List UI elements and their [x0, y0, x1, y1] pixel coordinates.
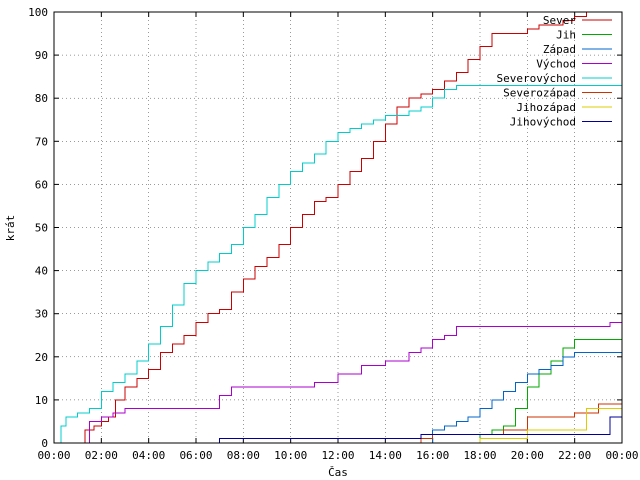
- x-tick-label: 00:00: [37, 449, 70, 462]
- legend-label-jihovychod: Jihovýchod: [510, 116, 576, 129]
- series-line-sever: [77, 12, 592, 443]
- y-tick-label: 60: [35, 178, 48, 191]
- legend-label-zapad: Západ: [543, 43, 576, 56]
- legend-label-jihozapad: Jihozápad: [516, 101, 576, 114]
- y-tick-label: 30: [35, 308, 48, 321]
- y-tick-label: 20: [35, 351, 48, 364]
- y-tick-label: 50: [35, 222, 48, 235]
- x-tick-label: 08:00: [227, 449, 260, 462]
- y-tick-label: 40: [35, 265, 48, 278]
- y-tick-label: 0: [41, 437, 48, 450]
- legend-label-vychod: Východ: [536, 58, 576, 71]
- x-tick-label: 04:00: [132, 449, 165, 462]
- series-line-zapad: [409, 352, 622, 443]
- y-tick-label: 70: [35, 135, 48, 148]
- y-tick-label: 100: [28, 6, 48, 19]
- series-line-jihovychod: [217, 416, 622, 443]
- series-line-severovychod: [54, 76, 622, 443]
- x-axis-title: Čas: [328, 466, 348, 479]
- x-axis-ticks: 00:00 02:00 04:00 06:00 08:00 10:00 12:00 14:00…: [37, 12, 639, 462]
- series-line-severozapad: [409, 403, 622, 443]
- y-axis-title: krát: [4, 215, 17, 242]
- series-line-jihozapad: [468, 408, 622, 443]
- legend-label-sever: Sever: [543, 14, 576, 27]
- legend-label-severozapad: Severozápad: [503, 87, 576, 100]
- y-tick-label: 10: [35, 394, 48, 407]
- x-tick-label: 02:00: [85, 449, 118, 462]
- x-tick-label: 06:00: [179, 449, 212, 462]
- x-tick-label: 20:00: [511, 449, 544, 462]
- y-tick-label: 80: [35, 92, 48, 105]
- legend-label-severovychod: Severovýchod: [497, 72, 576, 85]
- x-tick-label: 18:00: [463, 449, 496, 462]
- y-tick-label: 90: [35, 49, 48, 62]
- x-tick-label: 00:00: [605, 449, 638, 462]
- x-tick-label: 10:00: [274, 449, 307, 462]
- x-tick-label: 22:00: [558, 449, 591, 462]
- x-tick-label: 14:00: [369, 449, 402, 462]
- y-axis-ticks: 0 10 20 30 40 50 60 70 80 90 100: [28, 6, 622, 450]
- legend-label-jih: Jih: [556, 29, 576, 42]
- series-lines: [54, 12, 622, 443]
- plot-frame: [53, 11, 623, 444]
- x-tick-label: 12:00: [321, 449, 354, 462]
- series-line-jih: [468, 339, 622, 443]
- x-tick-label: 16:00: [416, 449, 449, 462]
- series-line-vychod: [77, 313, 622, 443]
